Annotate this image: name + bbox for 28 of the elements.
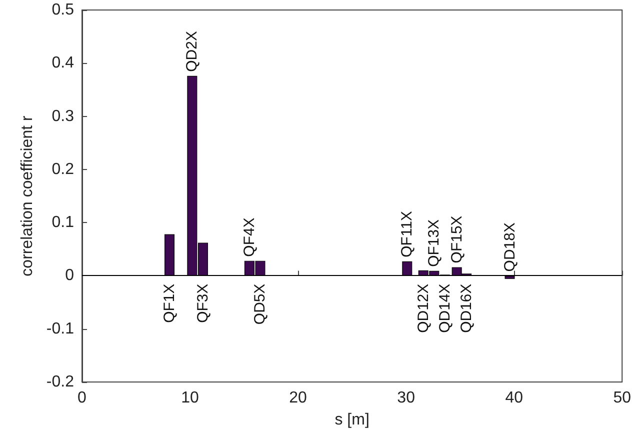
annotation: QF13X xyxy=(426,219,443,267)
annotation: QD18X xyxy=(501,222,518,272)
y-axis-title: correlation coefficient r xyxy=(19,114,36,276)
x-tick-label: 0 xyxy=(78,390,87,406)
y-tick-label: 0.3 xyxy=(52,108,74,125)
y-tick-label: 0.5 xyxy=(52,2,74,18)
annotation: QF1X xyxy=(160,284,178,323)
x-tick-label: 50 xyxy=(613,390,632,406)
y-tick-label: 0.2 xyxy=(52,160,74,178)
y-tick-label: -0.1 xyxy=(46,320,74,338)
annotation: QD12X xyxy=(414,284,432,333)
x-tick-label: 30 xyxy=(397,390,416,406)
annotation: QD14X xyxy=(436,284,454,333)
annotation: QF15X xyxy=(448,216,466,264)
annotation: QD5X xyxy=(252,284,269,325)
y-tick-label: -0.2 xyxy=(46,374,74,390)
x-tick-label: 20 xyxy=(289,390,308,406)
y-tick-label: 0.1 xyxy=(52,214,74,232)
annotation: QD2X xyxy=(184,31,201,72)
annotation: QD16X xyxy=(458,284,476,333)
y-tick-label: 0 xyxy=(65,267,74,284)
y-tick-label: 0.4 xyxy=(52,54,74,72)
annotation: QF3X xyxy=(194,284,212,323)
x-tick-label: 10 xyxy=(181,390,200,406)
annotation: QF11X xyxy=(398,210,416,258)
annotation: QF4X xyxy=(240,218,258,257)
x-tick-label: 40 xyxy=(505,390,524,406)
x-axis-title: s [m] xyxy=(334,412,370,428)
